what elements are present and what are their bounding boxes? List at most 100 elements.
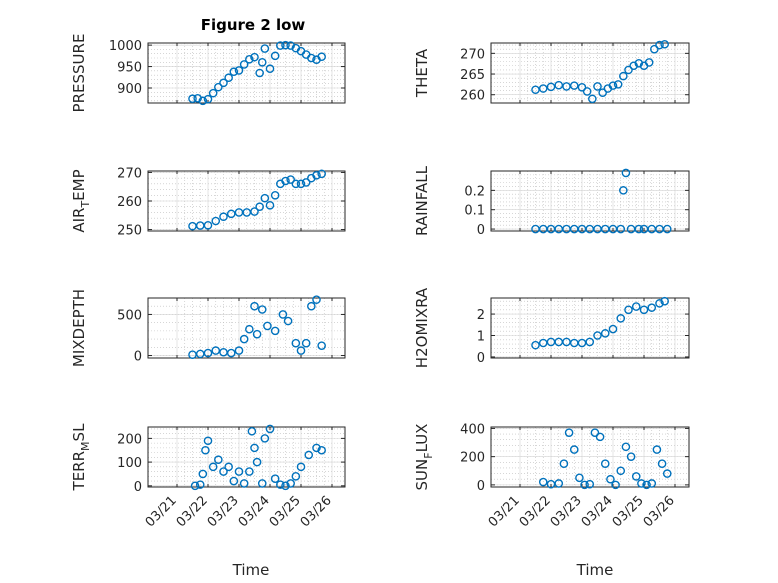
- subplot-air: 250 260 270 AIRTEMP: [70, 166, 346, 239]
- x-tick-label: 03/26: [298, 493, 335, 530]
- data-point: [593, 331, 602, 340]
- data-point: [229, 67, 239, 77]
- data-point: [582, 87, 592, 96]
- data-point: [276, 41, 285, 50]
- data-point: [613, 80, 623, 89]
- data-point: [245, 467, 254, 476]
- data-point: [281, 176, 290, 186]
- data-point: [224, 73, 233, 83]
- series-markers: [531, 168, 672, 234]
- data-point: [652, 445, 662, 454]
- data-point: [229, 476, 239, 486]
- x-tick-label: 03/21: [143, 493, 180, 530]
- grid: [148, 171, 345, 231]
- data-point: [270, 326, 280, 336]
- data-point: [307, 53, 316, 63]
- data-point: [250, 301, 259, 311]
- series-markers: [190, 424, 326, 491]
- data-point: [286, 479, 295, 488]
- data-point: [203, 94, 213, 104]
- data-point: [278, 310, 288, 319]
- data-point: [188, 94, 197, 104]
- data-point: [634, 58, 644, 68]
- data-point: [247, 426, 257, 436]
- data-point: [296, 179, 306, 189]
- xlabel-right: Time: [576, 561, 614, 579]
- data-point: [270, 190, 280, 200]
- data-point: [260, 434, 270, 443]
- y-tick-label: 265: [460, 68, 485, 83]
- ylabel: SUNFLUX: [413, 424, 435, 491]
- data-point: [312, 295, 321, 304]
- data-point: [255, 68, 264, 78]
- ylabel: PRESSURE: [70, 34, 88, 113]
- data-point: [301, 50, 311, 59]
- series-markers: [538, 428, 672, 490]
- data-point: [195, 480, 205, 489]
- data-point: [270, 51, 280, 61]
- ylabel: H2OMIXRA: [413, 287, 431, 368]
- data-point: [531, 85, 540, 95]
- data-point: [546, 82, 556, 92]
- data-point: [655, 299, 664, 308]
- grid: [148, 43, 345, 103]
- y-tick-label: 0: [477, 223, 485, 238]
- y-tick-label: 2: [477, 308, 485, 323]
- data-point: [263, 321, 272, 331]
- series-markers: [531, 296, 669, 350]
- data-point: [631, 472, 641, 481]
- data-point: [203, 436, 213, 446]
- data-point: [585, 337, 595, 347]
- data-point: [598, 88, 607, 97]
- data-point: [624, 65, 633, 75]
- data-point: [250, 443, 259, 453]
- data-point: [569, 81, 579, 90]
- data-point: [265, 424, 275, 434]
- data-point: [219, 212, 228, 222]
- data-point: [312, 443, 321, 453]
- data-point: [252, 329, 262, 339]
- data-point: [631, 302, 641, 311]
- data-point: [214, 455, 223, 465]
- subplot-pressure: 900 950 1000 PRESSURE: [70, 34, 346, 113]
- data-point: [647, 303, 657, 312]
- data-point: [307, 301, 316, 311]
- data-point: [203, 348, 213, 358]
- data-point: [283, 316, 293, 326]
- data-point: [257, 479, 267, 488]
- data-point: [226, 209, 236, 219]
- axes-frame: [147, 42, 346, 104]
- data-point: [208, 88, 218, 98]
- data-point: [250, 207, 259, 216]
- data-point: [647, 479, 657, 488]
- data-point: [600, 459, 610, 469]
- data-point: [286, 175, 295, 184]
- subplot-mixdepth: 0 500 MIXDEPTH: [70, 289, 346, 367]
- data-point: [214, 82, 223, 92]
- data-point: [190, 481, 200, 491]
- data-point: [660, 296, 669, 306]
- data-point: [255, 202, 264, 212]
- y-tick-label: 0.2: [464, 184, 485, 199]
- data-point: [621, 442, 631, 452]
- data-point: [291, 472, 301, 481]
- data-point: [644, 58, 654, 67]
- data-point: [317, 341, 326, 350]
- y-tick-label: 0: [477, 351, 485, 366]
- subplot-rainfall: 0 0.1 0.2 RAINFALL: [413, 165, 690, 238]
- data-point: [276, 480, 285, 489]
- data-point: [208, 462, 218, 472]
- x-tick-label: 03/24: [579, 493, 616, 530]
- data-point: [595, 432, 605, 442]
- ylabel: THETA: [413, 48, 431, 98]
- ylabel: MIXDEPTH: [70, 289, 88, 367]
- x-tick-label: 03/25: [610, 493, 647, 530]
- data-point: [629, 61, 638, 71]
- subplot-h2omixra: 0 1 2 H2OMIXRA: [413, 287, 690, 368]
- y-tick-label: 1000: [109, 39, 142, 54]
- data-point: [198, 469, 208, 479]
- y-tick-label: 270: [460, 47, 485, 62]
